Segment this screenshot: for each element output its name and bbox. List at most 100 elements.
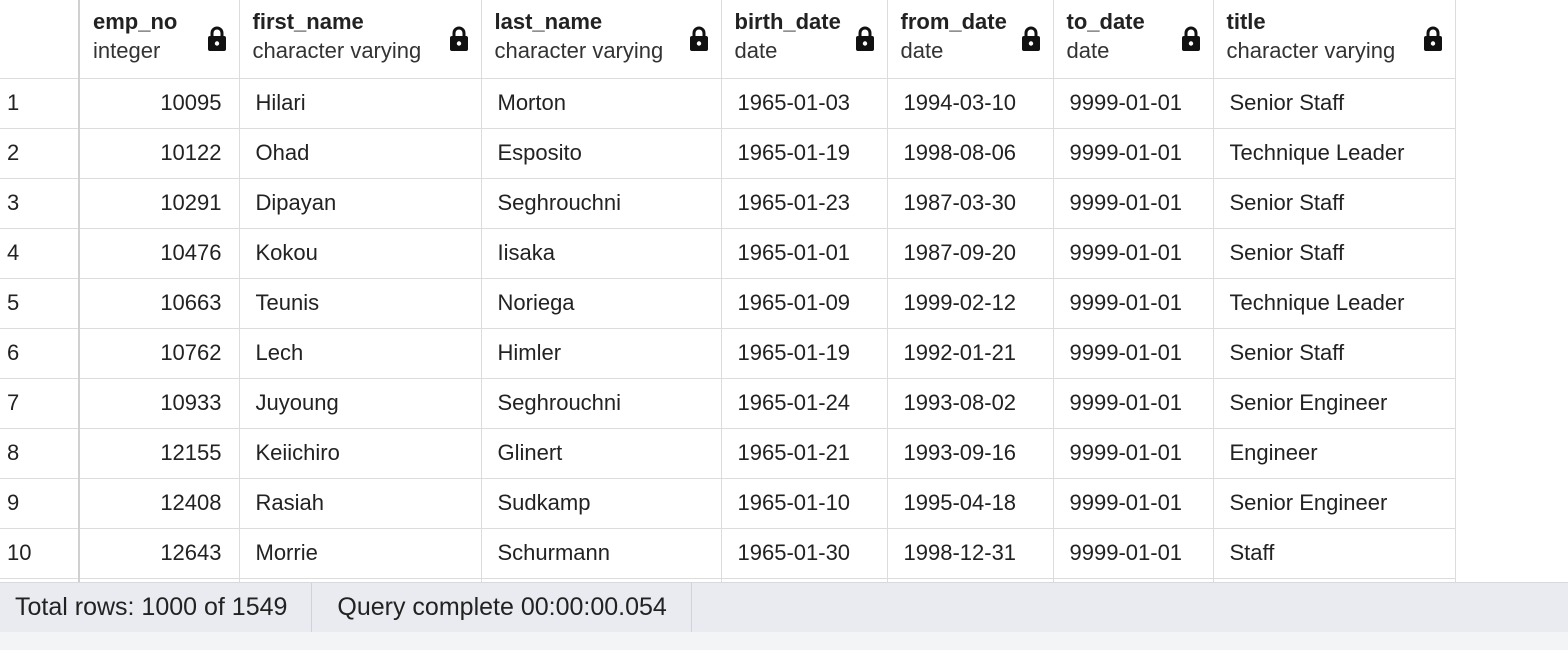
table-row[interactable]: 6 10762 Lech Himler 1965-01-19 1992-01-2… xyxy=(0,328,1456,379)
cell-title[interactable]: Senior Engineer xyxy=(1213,378,1456,429)
cell-last-name[interactable]: Noriega xyxy=(481,278,722,329)
cell-birth-date[interactable]: 1965-01-21 xyxy=(721,428,888,479)
cell-emp-no[interactable]: 12155 xyxy=(79,428,240,479)
cell-to-date[interactable]: 9999-01-01 xyxy=(1053,78,1214,129)
cell-from-date[interactable]: 1998-08-06 xyxy=(887,128,1054,179)
cell-to-date[interactable]: 9999-01-01 xyxy=(1053,178,1214,229)
cell-last-name[interactable]: Iisaka xyxy=(481,228,722,279)
cell-last-name[interactable]: Glinert xyxy=(481,428,722,479)
cell-title[interactable]: Technique Leader xyxy=(1213,128,1456,179)
cell-to-date[interactable]: 9999-01-01 xyxy=(1053,228,1214,279)
table-row[interactable]: 4 10476 Kokou Iisaka 1965-01-01 1987-09-… xyxy=(0,228,1456,279)
cell-last-name[interactable]: Morton xyxy=(481,78,722,129)
cell-title[interactable]: Technique Leader xyxy=(1213,278,1456,329)
cell-title[interactable]: Senior Engineer xyxy=(1213,478,1456,529)
cell-first-name[interactable]: Teunis xyxy=(239,278,482,329)
table-row[interactable]: 3 10291 Dipayan Seghrouchni 1965-01-23 1… xyxy=(0,178,1456,229)
cell-first-name[interactable]: Hilari xyxy=(239,78,482,129)
row-number[interactable]: 5 xyxy=(0,278,80,329)
cell-birth-date[interactable]: 1965-01-10 xyxy=(721,478,888,529)
cell-to-date[interactable]: 9999-01-01 xyxy=(1053,428,1214,479)
cell-last-name[interactable]: Seghrouchni xyxy=(481,178,722,229)
cell-birth-date[interactable]: 1965-01-24 xyxy=(721,378,888,429)
cell-last-name[interactable]: Seghrouchni xyxy=(481,378,722,429)
cell-title[interactable]: Staff xyxy=(1213,528,1456,579)
cell-emp-no[interactable]: 10663 xyxy=(79,278,240,329)
cell-birth-date[interactable]: 1965-01-19 xyxy=(721,128,888,179)
cell-from-date[interactable]: 1992-01-21 xyxy=(887,328,1054,379)
cell-from-date[interactable]: 1998-12-31 xyxy=(887,528,1054,579)
cell-birth-date[interactable]: 1965-01-03 xyxy=(721,78,888,129)
cell-emp-no[interactable]: 10933 xyxy=(79,378,240,429)
row-number[interactable]: 6 xyxy=(0,328,80,379)
row-number-header[interactable] xyxy=(0,0,80,79)
table-row[interactable]: 9 12408 Rasiah Sudkamp 1965-01-10 1995-0… xyxy=(0,478,1456,529)
cell-emp-no[interactable]: 10122 xyxy=(79,128,240,179)
row-number[interactable]: 8 xyxy=(0,428,80,479)
cell-last-name[interactable]: Sudkamp xyxy=(481,478,722,529)
row-number[interactable]: 10 xyxy=(0,528,80,579)
table-row[interactable]: 8 12155 Keiichiro Glinert 1965-01-21 199… xyxy=(0,428,1456,479)
query-status: Query complete 00:00:00.054 xyxy=(312,583,692,632)
cell-emp-no[interactable]: 10291 xyxy=(79,178,240,229)
cell-birth-date[interactable]: 1965-01-01 xyxy=(721,228,888,279)
cell-last-name[interactable]: Esposito xyxy=(481,128,722,179)
column-header-from-date[interactable]: from_date date xyxy=(887,0,1054,79)
cell-from-date[interactable]: 1987-09-20 xyxy=(887,228,1054,279)
cell-from-date[interactable]: 1999-02-12 xyxy=(887,278,1054,329)
column-header-title[interactable]: title character varying xyxy=(1213,0,1456,79)
cell-first-name[interactable]: Juyoung xyxy=(239,378,482,429)
table-row[interactable]: 1 10095 Hilari Morton 1965-01-03 1994-03… xyxy=(0,78,1456,129)
column-header-first-name[interactable]: first_name character varying xyxy=(239,0,482,79)
cell-from-date[interactable]: 1993-09-16 xyxy=(887,428,1054,479)
cell-to-date[interactable]: 9999-01-01 xyxy=(1053,378,1214,429)
cell-last-name xyxy=(481,578,722,582)
cell-emp-no[interactable]: 10476 xyxy=(79,228,240,279)
cell-title[interactable]: Senior Staff xyxy=(1213,78,1456,129)
table-row[interactable]: 5 10663 Teunis Noriega 1965-01-09 1999-0… xyxy=(0,278,1456,329)
cell-from-date[interactable]: 1995-04-18 xyxy=(887,478,1054,529)
cell-first-name[interactable]: Kokou xyxy=(239,228,482,279)
cell-to-date[interactable]: 9999-01-01 xyxy=(1053,478,1214,529)
cell-last-name[interactable]: Himler xyxy=(481,328,722,379)
cell-from-date[interactable]: 1994-03-10 xyxy=(887,78,1054,129)
row-number[interactable]: 4 xyxy=(0,228,80,279)
cell-first-name[interactable]: Ohad xyxy=(239,128,482,179)
row-number[interactable]: 1 xyxy=(0,78,80,129)
cell-title[interactable]: Engineer xyxy=(1213,428,1456,479)
row-number[interactable]: 9 xyxy=(0,478,80,529)
cell-from-date[interactable]: 1987-03-30 xyxy=(887,178,1054,229)
row-number[interactable]: 3 xyxy=(0,178,80,229)
cell-last-name[interactable]: Schurmann xyxy=(481,528,722,579)
column-header-last-name[interactable]: last_name character varying xyxy=(481,0,722,79)
table-row[interactable]: 7 10933 Juyoung Seghrouchni 1965-01-24 1… xyxy=(0,378,1456,429)
cell-birth-date[interactable]: 1965-01-30 xyxy=(721,528,888,579)
cell-first-name[interactable]: Lech xyxy=(239,328,482,379)
cell-first-name[interactable]: Dipayan xyxy=(239,178,482,229)
cell-to-date[interactable]: 9999-01-01 xyxy=(1053,278,1214,329)
cell-birth-date[interactable]: 1965-01-09 xyxy=(721,278,888,329)
cell-birth-date[interactable]: 1965-01-19 xyxy=(721,328,888,379)
cell-emp-no[interactable]: 12643 xyxy=(79,528,240,579)
cell-emp-no[interactable]: 10762 xyxy=(79,328,240,379)
cell-to-date[interactable]: 9999-01-01 xyxy=(1053,528,1214,579)
column-header-to-date[interactable]: to_date date xyxy=(1053,0,1214,79)
cell-title[interactable]: Senior Staff xyxy=(1213,178,1456,229)
cell-first-name[interactable]: Rasiah xyxy=(239,478,482,529)
cell-from-date[interactable]: 1993-08-02 xyxy=(887,378,1054,429)
cell-birth-date[interactable]: 1965-01-23 xyxy=(721,178,888,229)
cell-emp-no[interactable]: 10095 xyxy=(79,78,240,129)
column-header-birth-date[interactable]: birth_date date xyxy=(721,0,888,79)
cell-title[interactable]: Senior Staff xyxy=(1213,228,1456,279)
row-number[interactable]: 7 xyxy=(0,378,80,429)
cell-first-name[interactable]: Morrie xyxy=(239,528,482,579)
cell-first-name[interactable]: Keiichiro xyxy=(239,428,482,479)
column-header-emp-no[interactable]: emp_no integer xyxy=(79,0,240,79)
cell-emp-no[interactable]: 12408 xyxy=(79,478,240,529)
table-row[interactable]: 2 10122 Ohad Esposito 1965-01-19 1998-08… xyxy=(0,128,1456,179)
row-number[interactable]: 2 xyxy=(0,128,80,179)
cell-title[interactable]: Senior Staff xyxy=(1213,328,1456,379)
cell-to-date[interactable]: 9999-01-01 xyxy=(1053,128,1214,179)
cell-to-date[interactable]: 9999-01-01 xyxy=(1053,328,1214,379)
table-row[interactable]: 10 12643 Morrie Schurmann 1965-01-30 199… xyxy=(0,528,1456,579)
